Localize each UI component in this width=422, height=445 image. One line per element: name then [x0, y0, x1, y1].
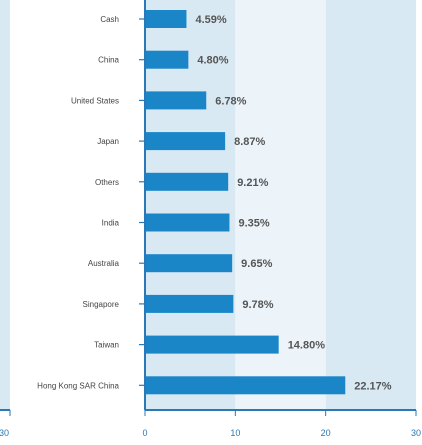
x-tick-label: 10 [230, 428, 240, 438]
category-label: Others [95, 178, 119, 187]
bar [145, 91, 207, 110]
data-value-label: 4.80% [197, 55, 228, 67]
bar [145, 254, 233, 273]
category-label: India [102, 219, 120, 228]
axes-group [139, 0, 417, 416]
category-label: Japan [97, 137, 119, 146]
data-value-label: 8.87% [234, 136, 265, 148]
data-value-label: 14.80% [288, 340, 326, 352]
bar [145, 294, 234, 313]
x-tick-label: 20 [321, 428, 331, 438]
bars-group [145, 10, 346, 395]
partial-x-tick-label: 30 [0, 428, 9, 438]
data-value-label: 6.78% [215, 95, 246, 107]
category-label: Cash [100, 15, 119, 24]
bar [145, 172, 229, 191]
data-value-label: 9.78% [242, 299, 273, 311]
category-label: Taiwan [94, 341, 119, 350]
data-value-label: 9.65% [241, 258, 272, 270]
x-tick-label: 0 [142, 428, 147, 438]
labels-group: Cash 4.59% China 4.80% United States 6.78% Jap… [37, 14, 421, 438]
bar [145, 335, 279, 354]
category-label: Singapore [83, 300, 120, 309]
category-label: United States [71, 96, 119, 105]
data-value-label: 9.21% [237, 177, 268, 189]
bar [145, 213, 230, 232]
bar [145, 132, 226, 151]
category-label: Australia [88, 259, 120, 268]
data-value-label: 9.35% [238, 218, 269, 230]
x-tick-label: 30 [411, 428, 421, 438]
category-label: Hong Kong SAR China [37, 381, 119, 390]
partial-chart-band [0, 0, 10, 410]
bar [145, 376, 346, 395]
bar [145, 50, 189, 69]
background-band [325, 0, 416, 410]
data-value-label: 4.59% [195, 14, 226, 26]
data-value-label: 22.17% [354, 380, 392, 392]
background-bands [145, 0, 416, 410]
bar [145, 10, 187, 28]
partial-left-chart: 30 [0, 0, 11, 438]
category-label: China [98, 56, 119, 65]
